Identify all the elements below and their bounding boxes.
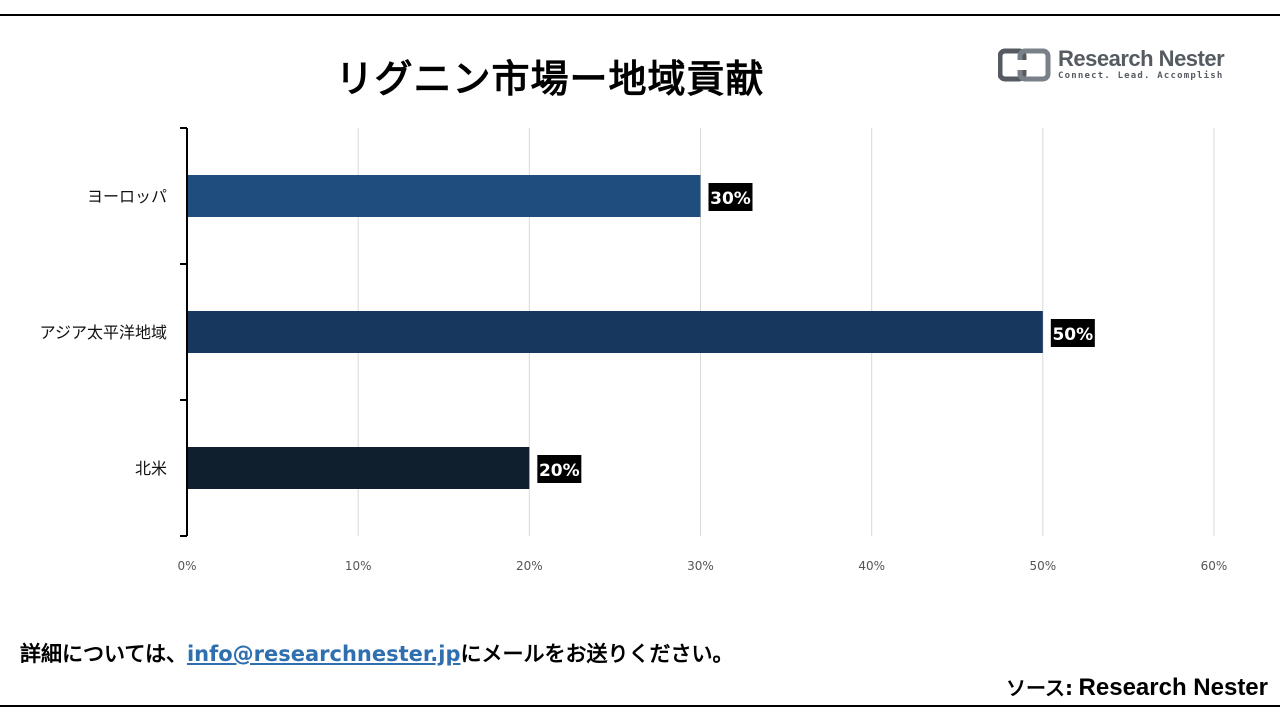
category-label: アジア太平洋地域 <box>40 323 167 342</box>
logo-tagline: Connect. Lead. Accomplish <box>1058 71 1224 81</box>
bars <box>188 175 1043 489</box>
value-label-box <box>1050 319 1095 347</box>
value-label: 20% <box>539 461 580 481</box>
bar <box>188 311 1043 353</box>
top-rule <box>0 14 1280 16</box>
x-tick-label: 0% <box>177 559 196 573</box>
labels: 0% 10% 20% 30% 40% 50% 60% ヨーロッパ 30% アジア太平洋地域 50% 北… <box>40 183 1228 573</box>
bar <box>188 447 530 489</box>
x-tick-label: 60% <box>1201 559 1228 573</box>
email-link[interactable]: info@researchnester.jp <box>186 642 461 666</box>
bar-chart: 0% 10% 20% 30% 40% 50% 60% ヨーロッパ 30% アジア太平洋地域 50% 北… <box>40 127 1228 573</box>
source-credit: ソース: Research Nester <box>1006 672 1268 702</box>
bottom-rule <box>0 705 1280 707</box>
x-tick-label: 40% <box>858 559 885 573</box>
x-tick-label: 50% <box>1029 559 1056 573</box>
x-tick-label: 10% <box>345 559 372 573</box>
category-label: 北米 <box>135 459 167 478</box>
logo-name: Research Nester <box>1058 46 1225 71</box>
source-prefix: ソース: <box>1005 676 1073 700</box>
bar <box>188 175 701 217</box>
contact-note-suffix: にメールをお送りください。 <box>460 642 734 666</box>
value-label: 30% <box>710 189 751 209</box>
contact-note: 詳細については、info@researchnester.jpにメールをお送りくだ… <box>20 638 733 668</box>
value-label-box <box>708 183 753 211</box>
value-label: 50% <box>1052 325 1093 345</box>
category-label: ヨーロッパ <box>87 187 167 206</box>
logo: Research Nester Connect. Lead. Accomplis… <box>998 46 1228 86</box>
y-axis <box>180 127 188 537</box>
source-name: Research Nester <box>1078 674 1268 701</box>
contact-note-prefix: 詳細については、 <box>20 642 187 666</box>
chart-title: リグニン市場ー地域貢献 <box>335 57 765 101</box>
x-tick-label: 20% <box>516 559 543 573</box>
x-tick-label: 30% <box>687 559 714 573</box>
value-label-box <box>537 455 582 483</box>
research-nester-logo-icon <box>998 48 1051 82</box>
